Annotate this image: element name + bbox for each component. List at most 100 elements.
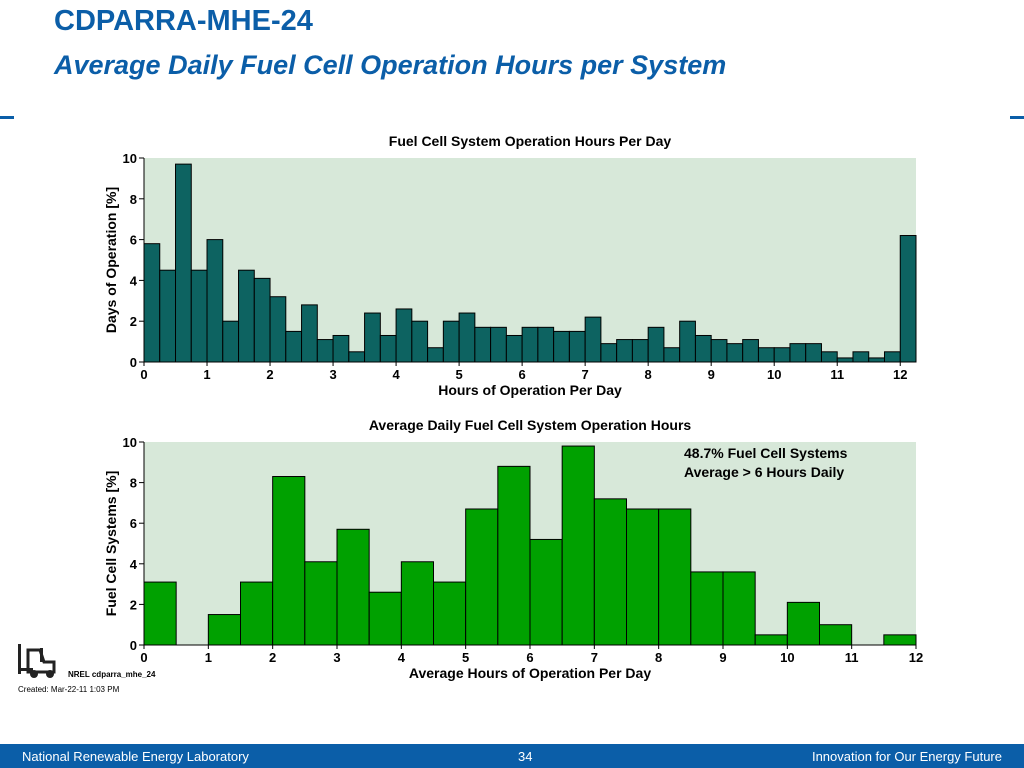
chart2-bar bbox=[336, 528, 370, 646]
chart1-bar bbox=[710, 339, 728, 363]
chart1-x-tick-label: 10 bbox=[767, 367, 781, 382]
chart1-y-tick-label: 0 bbox=[130, 355, 137, 370]
chart1-x-tick-label: 8 bbox=[645, 367, 652, 382]
chart1-bar bbox=[379, 334, 397, 363]
chart2-bar bbox=[819, 624, 853, 646]
chart2-x-tick-label: 2 bbox=[269, 650, 276, 665]
chart2-bar bbox=[240, 581, 274, 646]
chart2-bar bbox=[433, 581, 467, 646]
chart1-bar bbox=[694, 334, 712, 363]
chart1-y-tick-label: 8 bbox=[130, 192, 137, 207]
chart1-x-tick-label: 4 bbox=[392, 367, 400, 382]
chart1-bar bbox=[789, 343, 807, 363]
chart1-bar bbox=[301, 304, 318, 363]
chart1-bar bbox=[175, 163, 192, 363]
chart2-bar bbox=[207, 614, 241, 646]
chart1-bar bbox=[521, 326, 539, 363]
chart1-x-tick-label: 12 bbox=[893, 367, 907, 382]
chart1-bar bbox=[411, 320, 429, 363]
chart1-bar bbox=[820, 351, 838, 363]
chart2-annotation-line: Average > 6 Hours Daily bbox=[684, 464, 844, 480]
chart1-bar bbox=[726, 343, 744, 363]
nrel-tag: NREL cdparra_mhe_24 bbox=[68, 670, 156, 679]
chart1-bar bbox=[490, 326, 507, 363]
chart2-y-tick-label: 2 bbox=[130, 597, 137, 612]
chart2-bar bbox=[143, 581, 177, 646]
chart2-annotation-line: 48.7% Fuel Cell Systems bbox=[684, 445, 848, 461]
chart2-x-tick-label: 3 bbox=[333, 650, 340, 665]
chart2-y-tick-label: 0 bbox=[130, 638, 137, 653]
chart2-bar bbox=[593, 498, 627, 646]
footer-lab-name: National Renewable Energy Laboratory bbox=[22, 749, 249, 764]
chart2-x-tick-label: 4 bbox=[398, 650, 406, 665]
chart2-y-tick-label: 4 bbox=[130, 557, 138, 572]
chart1-bar bbox=[553, 330, 570, 363]
chart2-bar bbox=[883, 634, 917, 646]
footer-tagline: Innovation for Our Energy Future bbox=[811, 749, 1002, 764]
chart1-bar bbox=[805, 343, 822, 363]
chart1-bar bbox=[883, 351, 901, 363]
chart2-bar bbox=[272, 476, 306, 646]
chart1-x-tick-label: 9 bbox=[708, 367, 715, 382]
chart2-bar bbox=[400, 561, 435, 646]
chart1-bar bbox=[631, 339, 649, 363]
chart1-x-label: Hours of Operation Per Day bbox=[438, 382, 622, 398]
chart1-bar bbox=[757, 347, 775, 363]
page-number: 34 bbox=[518, 749, 533, 764]
chart1-y-tick-label: 2 bbox=[130, 314, 137, 329]
chart1-y-tick-label: 10 bbox=[123, 151, 137, 166]
chart2-bar bbox=[465, 508, 499, 646]
chart1-bar bbox=[663, 347, 681, 363]
chart2-bar bbox=[754, 634, 788, 646]
chart2-x-tick-label: 8 bbox=[655, 650, 662, 665]
forklift-icon bbox=[18, 644, 56, 678]
chart2-bar bbox=[497, 465, 531, 646]
chart2-y-tick-label: 6 bbox=[130, 516, 137, 531]
chart1-bar bbox=[427, 347, 444, 363]
slide-subtitle: Average Daily Fuel Cell Operation Hours … bbox=[54, 50, 727, 80]
chart1-bar bbox=[332, 334, 350, 363]
created-timestamp: Created: Mar-22-11 1:03 PM bbox=[18, 685, 120, 694]
chart1-x-tick-label: 11 bbox=[830, 367, 844, 382]
chart2-x-tick-label: 1 bbox=[205, 650, 212, 665]
chart2-bar bbox=[626, 508, 660, 646]
chart1-bar bbox=[568, 330, 586, 363]
right-edge-mark bbox=[1010, 116, 1024, 119]
slide-title: CDPARRA-MHE-24 bbox=[54, 5, 313, 37]
chart1-bar bbox=[222, 320, 240, 363]
chart1-bar bbox=[742, 339, 759, 363]
chart1-bar bbox=[616, 339, 633, 363]
chart1-bar bbox=[474, 326, 492, 363]
chart1-y-tick-label: 4 bbox=[130, 273, 138, 288]
chart2-x-tick-label: 12 bbox=[909, 650, 923, 665]
chart1-bar bbox=[285, 330, 303, 363]
chart1-x-tick-label: 6 bbox=[519, 367, 526, 382]
chart1-x-tick-label: 1 bbox=[203, 367, 210, 382]
chart1-y-label: Days of Operation [%] bbox=[103, 187, 119, 333]
chart2-bar bbox=[561, 445, 595, 646]
chart1-bar bbox=[395, 308, 413, 363]
chart1-bar bbox=[348, 351, 366, 363]
chart1-bar bbox=[143, 243, 161, 363]
chart1-bar bbox=[647, 326, 665, 363]
chart1-bar bbox=[852, 351, 870, 363]
chart2-bar bbox=[690, 571, 724, 646]
left-edge-mark bbox=[0, 116, 14, 119]
chart2-bar bbox=[304, 561, 338, 646]
chart1-bar bbox=[316, 339, 334, 363]
chart1-bar bbox=[600, 343, 618, 363]
chart1-bar bbox=[679, 320, 696, 363]
chart2-x-tick-label: 5 bbox=[462, 650, 469, 665]
chart2-y-tick-label: 10 bbox=[123, 435, 137, 450]
chart2-bar bbox=[529, 538, 563, 646]
chart2-bar bbox=[722, 571, 756, 646]
chart1-bar bbox=[505, 334, 523, 363]
chart1-bar bbox=[190, 269, 208, 363]
chart2-x-tick-label: 6 bbox=[526, 650, 533, 665]
chart2-bar bbox=[786, 601, 820, 646]
chart2-bar bbox=[658, 508, 692, 646]
chart1-bar bbox=[206, 239, 224, 363]
chart1-x-tick-label: 0 bbox=[140, 367, 147, 382]
chart2-y-tick-label: 8 bbox=[130, 476, 137, 491]
